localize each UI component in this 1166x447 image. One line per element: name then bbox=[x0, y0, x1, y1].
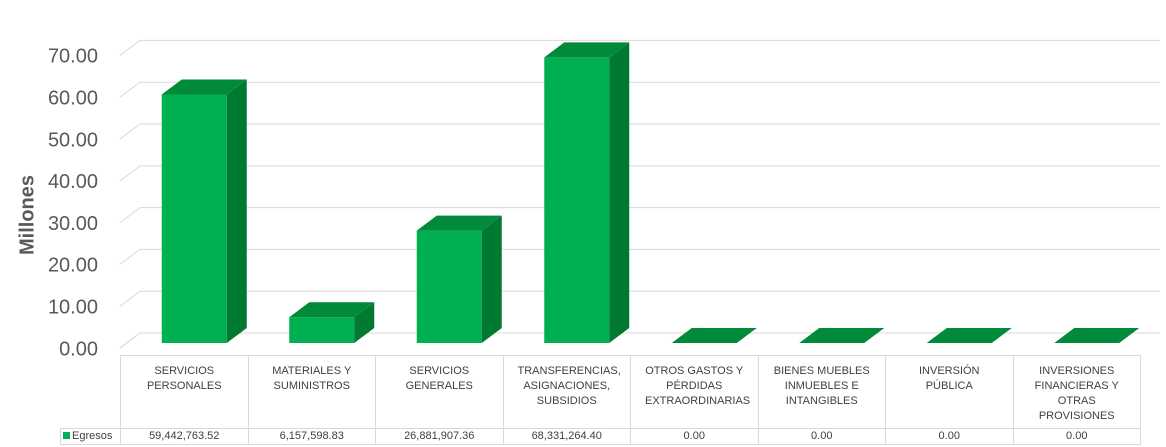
x-tick-label: BIENES MUEBLES INMUEBLES E INTANGIBLES bbox=[757, 355, 886, 429]
bar-front bbox=[544, 57, 610, 344]
data-table-value: 68,331,264.40 bbox=[502, 428, 631, 445]
bar-top bbox=[289, 302, 375, 318]
bar-top bbox=[1054, 328, 1140, 343]
y-tick-label: 0.00 bbox=[59, 338, 98, 360]
data-table-value: 0.00 bbox=[630, 428, 759, 445]
bar-front bbox=[416, 230, 482, 343]
data-table-value: 26,881,907.36 bbox=[375, 428, 504, 445]
y-axis-title: Millones bbox=[16, 175, 38, 255]
bar-side bbox=[354, 302, 375, 343]
x-tick-label: SERVICIOS PERSONALES bbox=[120, 355, 249, 429]
data-table-value: 0.00 bbox=[885, 428, 1014, 445]
bar bbox=[799, 328, 885, 343]
grid-line bbox=[119, 81, 1160, 98]
x-tick-label: INVERSIÓN PÚBLICA bbox=[885, 355, 1014, 429]
bar-front bbox=[161, 94, 227, 344]
bar-top bbox=[161, 79, 247, 95]
data-table-value: 0.00 bbox=[757, 428, 886, 445]
x-tick-label: TRANSFERENCIAS, ASIGNACIONES, SUBSIDIOS bbox=[502, 355, 631, 429]
bar-side bbox=[226, 79, 247, 344]
legend-swatch bbox=[63, 432, 70, 439]
y-tick-label: 30.00 bbox=[48, 213, 98, 235]
legend-label: Egresos bbox=[72, 430, 113, 442]
grid-line bbox=[119, 332, 1160, 349]
bar-front bbox=[289, 317, 355, 343]
bar bbox=[1054, 328, 1140, 343]
y-tick-label: 20.00 bbox=[48, 255, 98, 277]
legend-cell: Egresos bbox=[60, 428, 121, 445]
y-tick-label: 10.00 bbox=[48, 296, 98, 318]
y-tick-label: 40.00 bbox=[48, 171, 98, 193]
bar bbox=[671, 328, 757, 343]
data-table-value: 59,442,763.52 bbox=[120, 428, 249, 445]
bar-top bbox=[926, 328, 1012, 343]
grid-line bbox=[119, 248, 1160, 265]
bar-top bbox=[799, 328, 885, 343]
bar bbox=[926, 328, 1012, 343]
bar bbox=[161, 79, 247, 344]
grid-line bbox=[119, 165, 1160, 182]
bar bbox=[289, 302, 375, 343]
x-tick-label: OTROS GASTOS Y PÉRDIDAS EXTRAORDINARIAS bbox=[630, 355, 759, 429]
bar-top bbox=[416, 215, 502, 231]
bar-top bbox=[671, 328, 757, 343]
bar-top bbox=[544, 42, 630, 58]
grid-line bbox=[119, 207, 1160, 224]
bar-side bbox=[609, 42, 630, 344]
grid-line bbox=[119, 39, 1160, 56]
y-tick-label: 60.00 bbox=[48, 88, 98, 110]
bar-side bbox=[481, 215, 502, 343]
bar bbox=[416, 215, 502, 343]
x-tick-label: MATERIALES Y SUMINISTROS bbox=[247, 355, 376, 429]
x-tick-label: SERVICIOS GENERALES bbox=[375, 355, 504, 429]
x-tick-label: INVERSIONES FINANCIERAS Y OTRAS PROVISIO… bbox=[1012, 355, 1141, 429]
y-tick-label: 50.00 bbox=[48, 129, 98, 151]
data-table-value: 6,157,598.83 bbox=[247, 428, 376, 445]
bar bbox=[544, 42, 630, 344]
data-table-value: 0.00 bbox=[1012, 428, 1141, 445]
y-tick-label: 70.00 bbox=[48, 46, 98, 68]
grid-line bbox=[119, 290, 1160, 307]
grid-line bbox=[119, 123, 1160, 140]
